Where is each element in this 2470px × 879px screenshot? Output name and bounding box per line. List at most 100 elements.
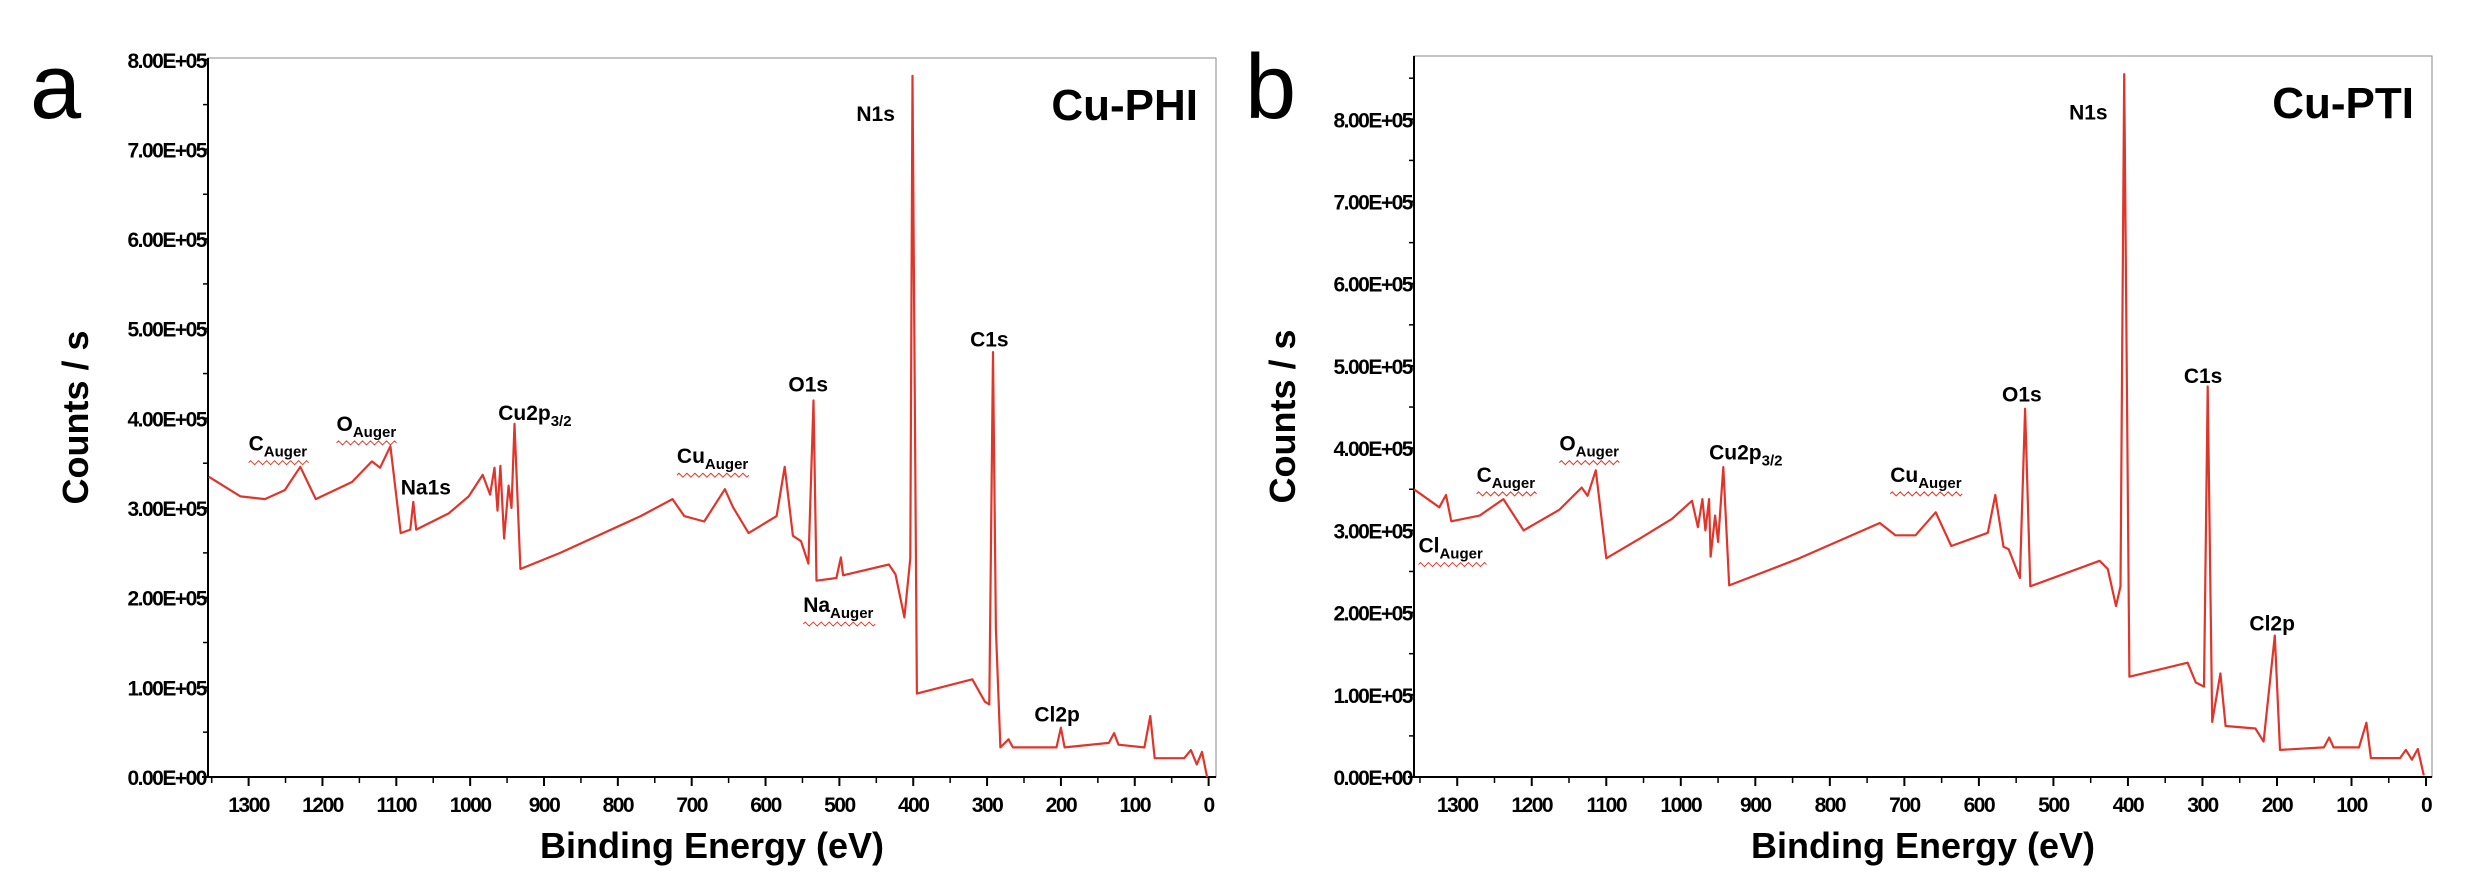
peak-label-main: Cu2p [498,402,551,425]
x-tick-label: 400 [898,794,929,817]
peak-label-main: Cl2p [1034,703,1080,726]
peak-label-main: N1s [856,103,895,126]
peak-label: O1s [788,374,828,397]
y-tick-label: 1.00E+05 [127,677,207,700]
peak-label: ClAuger [1418,535,1483,563]
peak-label-subscript: 3/2 [1762,453,1783,470]
x-tick-label: 500 [824,794,855,817]
peak-label-main: Cu [677,445,705,468]
x-tick-label: 1200 [1511,794,1553,817]
peak-label-main: Na1s [401,477,451,500]
spectrum-line [1413,72,2425,776]
peak-label: CuAuger [677,445,749,473]
peak-label-subscript: Auger [1576,444,1620,461]
spellcheck-squiggle [1418,561,1487,568]
panel-letter: a [30,36,82,138]
x-tick-label: 400 [2113,794,2144,817]
x-axis-title: Binding Energy (eV) [1751,825,2095,866]
spellcheck-squiggle [248,459,309,466]
peak-label-main: C1s [2184,365,2223,388]
peak-label: CAuger [1477,464,1536,492]
y-tick-label: 0.00E+00 [1333,767,1412,790]
x-tick-label: 1300 [1437,794,1479,817]
peak-label: Cu2p3/2 [1709,442,1782,470]
spectrum-line [208,74,1209,778]
peak-label-main: C1s [970,329,1009,352]
peak-label-subscript: 3/2 [551,413,572,430]
x-tick-label: 300 [2187,794,2218,817]
spellcheck-squiggle [676,472,750,478]
y-axis-title: Counts / s [1262,329,1303,503]
x-tick-label: 800 [1815,794,1846,817]
peak-label-main: Cu [1890,464,1918,487]
peak-label: OAuger [336,413,396,441]
x-tick-label: 300 [972,794,1003,817]
y-tick-label: 3.00E+05 [127,498,207,521]
y-tick-label: 0.00E+00 [127,767,206,790]
peak-label-subscript: Auger [353,424,397,441]
peak-label: N1s [856,103,895,126]
x-tick-label: 900 [529,794,560,817]
peak-label-main: O [336,413,352,436]
y-tick-label: 1.00E+05 [1333,685,1413,708]
x-tick-label: 1000 [1660,794,1702,817]
plot-frame [1413,55,2433,778]
peak-label: C1s [970,329,1009,352]
y-tick-label: 8.00E+05 [1333,109,1413,132]
x-tick-label: 700 [676,794,707,817]
y-tick-label: 2.00E+05 [127,588,207,611]
y-tick-label: 7.00E+05 [127,139,207,162]
peak-label-subscript: Auger [705,456,749,473]
y-tick-label: 8.00E+05 [127,50,207,73]
peak-label: Cl2p [2249,613,2295,636]
y-tick-label: 5.00E+05 [127,319,207,342]
peak-label: N1s [2069,101,2108,124]
x-tick-label: 100 [2336,794,2367,817]
x-tick-label: 1300 [228,794,270,817]
x-tick-label: 0 [2421,794,2432,817]
peak-label-main: O [1559,433,1575,456]
y-tick-label: 7.00E+05 [1333,192,1413,215]
spellcheck-squiggle [802,621,876,627]
y-tick-label: 4.00E+05 [1333,438,1413,461]
peak-label-main: Cu2p [1709,442,1762,465]
peak-label: NaAuger [803,594,873,622]
peak-label-subscript: Auger [1918,475,1962,492]
peak-label: OAuger [1559,433,1619,461]
x-tick-label: 1100 [1586,794,1626,817]
spellcheck-squiggle [1476,491,1537,497]
peak-label: Na1s [401,477,451,500]
x-tick-label: 200 [2262,794,2293,817]
peak-label-main: Cl [1418,535,1439,558]
x-tick-label: 900 [1740,794,1771,817]
x-tick-label: 600 [750,794,781,817]
peak-label: CuAuger [1890,464,1962,492]
plot-frame [207,57,1217,778]
x-tick-label: 700 [1889,794,1920,817]
panel-title: Cu-PHI [1051,81,1198,130]
y-tick-label: 6.00E+05 [127,229,207,252]
peak-label-main: O1s [788,374,828,397]
peak-label: C1s [2184,365,2223,388]
x-tick-label: 500 [2038,794,2069,817]
peak-label-subscript: Auger [830,605,874,622]
peak-label-subscript: Auger [1492,475,1536,492]
x-tick-label: 200 [1046,794,1077,817]
peak-label-main: O1s [2002,383,2042,406]
x-tick-label: 600 [1964,794,1995,817]
peak-label-main: Cl2p [2249,613,2295,636]
peak-label-main: C [1477,464,1492,487]
x-tick-label: 100 [1119,794,1150,817]
y-tick-label: 5.00E+05 [1333,356,1413,379]
x-tick-label: 0 [1204,794,1215,817]
x-tick-label: 1100 [377,794,417,817]
x-tick-label: 1000 [450,794,492,817]
x-axis-title: Binding Energy (eV) [540,825,884,866]
panel-title: Cu-PTI [2272,79,2414,128]
panel-letter: b [1245,36,1296,138]
x-tick-label: 800 [603,794,634,817]
peak-label-subscript: Auger [1439,546,1483,563]
